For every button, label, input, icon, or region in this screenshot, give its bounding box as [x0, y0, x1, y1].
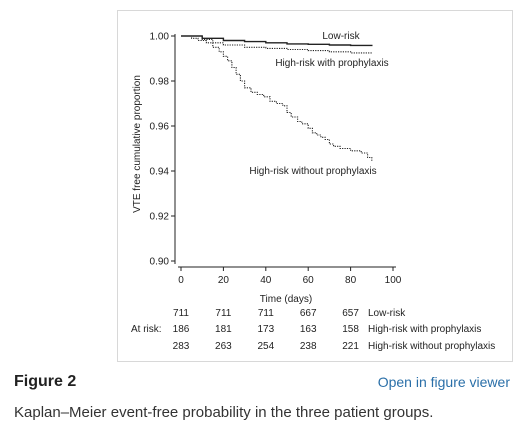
km-chart: VTE free cumulative proportion Time (day… [131, 31, 495, 352]
y-tick-label: 0.96 [150, 122, 170, 133]
at-risk-value: 711 [258, 308, 274, 319]
x-tick-label: 60 [303, 275, 315, 286]
series-line-1 [181, 35, 373, 54]
y-tick-label: 0.94 [150, 167, 170, 178]
at-risk-value: 711 [173, 308, 189, 319]
figure-caption: Kaplan–Meier event-free probability in t… [14, 404, 434, 421]
x-tick-label: 100 [385, 275, 402, 286]
x-tick-label: 0 [178, 275, 184, 286]
at-risk-value: 221 [342, 341, 359, 352]
at-risk-label: At risk: [131, 324, 162, 335]
figure-frame: VTE free cumulative proportion Time (day… [117, 10, 513, 362]
y-tick-label: 0.92 [150, 212, 170, 223]
x-tick-label: 80 [345, 275, 357, 286]
y-axis-label: VTE free cumulative proportion [132, 75, 143, 213]
at-risk-value: 173 [257, 324, 274, 335]
y-tick-label: 0.90 [150, 257, 170, 268]
at-risk-value: 163 [300, 324, 317, 335]
at-risk-value: 667 [300, 308, 317, 319]
at-risk-value: 283 [173, 341, 190, 352]
at-risk-row-name: High-risk without prophylaxis [368, 341, 495, 352]
x-tick-label: 20 [218, 275, 230, 286]
at-risk-value: 711 [215, 308, 231, 319]
x-axis-label: Time (days) [260, 294, 312, 305]
at-risk-value: 158 [342, 324, 359, 335]
x-tick-label: 40 [260, 275, 272, 286]
y-tick-label: 1.00 [150, 32, 170, 43]
series-annotation: High-risk with prophylaxis [275, 58, 388, 69]
at-risk-row-name: Low-risk [368, 308, 406, 319]
series-line-0 [181, 35, 373, 47]
at-risk-value: 263 [215, 341, 232, 352]
y-tick-label: 0.98 [150, 77, 170, 88]
series-annotation: High-risk without prophylaxis [249, 166, 376, 177]
at-risk-value: 254 [257, 341, 274, 352]
open-figure-viewer-link[interactable]: Open in figure viewer [377, 374, 510, 390]
series-line-2 [181, 35, 373, 162]
at-risk-value: 181 [215, 324, 232, 335]
at-risk-value: 657 [342, 308, 359, 319]
at-risk-row-name: High-risk with prophylaxis [368, 324, 481, 335]
at-risk-value: 238 [300, 341, 317, 352]
series-annotation: Low-risk [322, 31, 360, 42]
figure-label: Figure 2 [14, 373, 77, 390]
at-risk-value: 186 [173, 324, 190, 335]
